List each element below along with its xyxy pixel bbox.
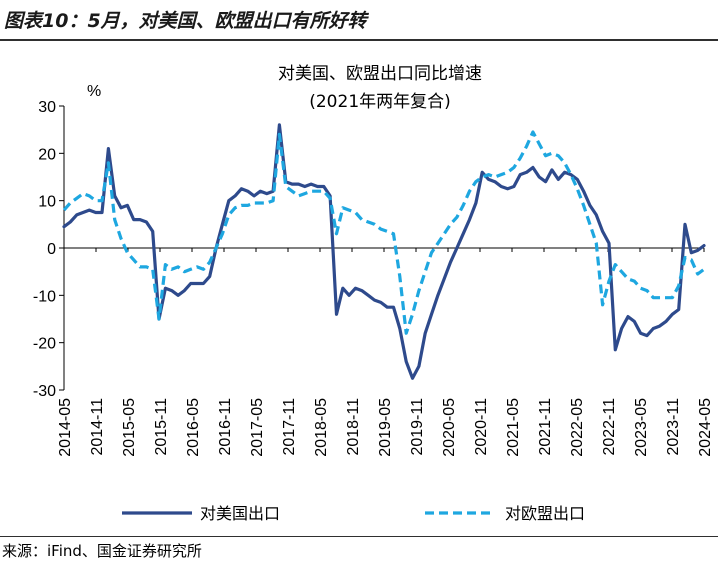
x-tick-label: 2016-11 (217, 398, 234, 456)
x-tick-label: 2018-11 (345, 398, 362, 456)
legend-label-eu: 对欧盟出口 (505, 504, 585, 523)
x-tick-label: 2014-11 (89, 398, 106, 456)
y-tick-label: 0 (47, 241, 56, 258)
source-divider (0, 536, 718, 537)
x-tick-label: 2017-05 (249, 398, 266, 457)
x-tick-label: 2024-05 (697, 398, 714, 457)
x-tick-label: 2017-11 (281, 398, 298, 456)
x-tick-label: 2021-11 (537, 398, 554, 456)
y-tick-label: -20 (33, 336, 56, 353)
y-tick-label: -30 (33, 383, 56, 400)
x-tick-label: 2022-11 (601, 398, 618, 456)
line-chart: 对美国、欧盟出口同比增速 (2021年两年复合) % 30 20 10 0 -10 -20… (33, 64, 714, 523)
x-tick-label: 2019-05 (377, 398, 394, 457)
series-line-eu-exports (62, 130, 705, 335)
x-tick-label: 2021-05 (505, 398, 522, 457)
x-tick-label: 2023-11 (665, 398, 682, 456)
series-line-us-exports (62, 123, 706, 380)
y-tick-label: 10 (38, 194, 56, 211)
x-tick-label: 2018-05 (313, 398, 330, 457)
title-divider (0, 39, 718, 41)
y-tick-label: 20 (38, 146, 56, 163)
legend-label-us: 对美国出口 (200, 504, 280, 523)
chart-title: 对美国、欧盟出口同比增速 (278, 64, 482, 84)
y-tick-label: -10 (33, 288, 56, 305)
x-tick-label: 2015-05 (121, 398, 138, 457)
x-tick-label: 2014-05 (57, 398, 74, 457)
x-tick-label: 2022-05 (569, 398, 586, 457)
x-tick-label: 2020-05 (441, 398, 458, 457)
x-tick-label: 2023-05 (633, 398, 650, 457)
x-tick-label: 2020-11 (473, 398, 490, 456)
figure-title: 图表10：5月，对美国、欧盟出口有所好转 (4, 10, 367, 32)
chart-subtitle: (2021年两年复合) (309, 92, 451, 112)
y-axis-unit: % (87, 83, 101, 100)
y-tick-label: 30 (38, 99, 56, 116)
x-tick-label: 2016-05 (185, 398, 202, 457)
x-tick-label: 2015-11 (153, 398, 170, 456)
source-note: 来源：iFind、国金证券研究所 (2, 542, 202, 560)
x-tick-label: 2019-11 (409, 398, 426, 456)
